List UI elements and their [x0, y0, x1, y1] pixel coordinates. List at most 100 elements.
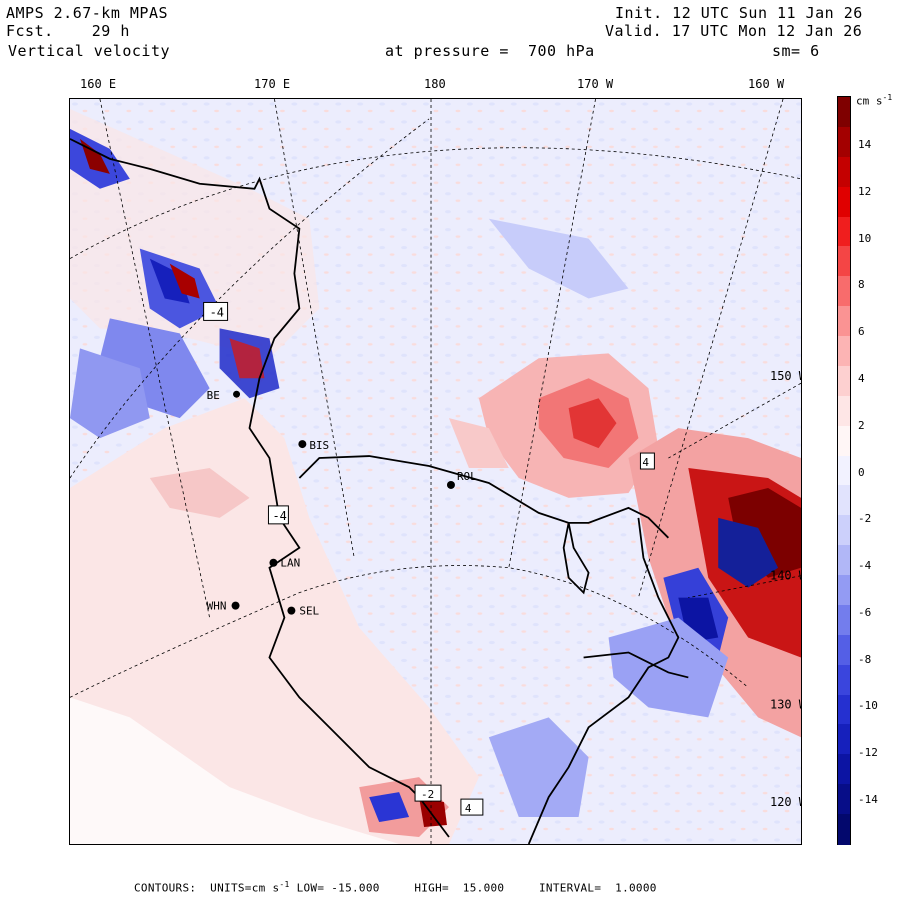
- coast-east: [527, 517, 680, 844]
- north-blue-streak: [488, 218, 629, 299]
- colorbar-segment: [838, 545, 850, 576]
- colorbar-label: -4: [858, 559, 872, 573]
- west-blue-band-3: [70, 348, 150, 439]
- forecast-hour: Fcst. 29 h: [6, 22, 130, 40]
- west-pink-zone: [70, 398, 479, 844]
- colorbar-label: -8: [858, 652, 872, 666]
- meridian-160w: [638, 99, 784, 598]
- southeast-blue: [608, 617, 729, 718]
- fcst-value: 29 h: [91, 22, 130, 40]
- colorbar-segment: [838, 664, 850, 696]
- colorbar-units: cm s-1: [856, 93, 892, 108]
- colorbar-segment: [838, 216, 850, 247]
- colorbar-segment: [838, 156, 850, 188]
- coastline: [70, 138, 689, 844]
- high-value: 15.000: [462, 881, 505, 895]
- graticule: [70, 99, 801, 844]
- colorbar-segment: [838, 694, 850, 726]
- station-bis: BIS: [309, 439, 329, 452]
- box-3-label: -2: [421, 788, 434, 801]
- parallel-150w: [668, 382, 801, 459]
- coast-west: [70, 138, 450, 838]
- box-1: [203, 301, 229, 321]
- colorbar-segment: [838, 246, 850, 277]
- box-4: [460, 798, 484, 816]
- ross-ice-front: [298, 455, 669, 539]
- northwest-pink: [70, 108, 320, 359]
- colorbar-segment: [838, 515, 850, 546]
- colorbar-segment: [838, 425, 850, 457]
- colorbar-segment: [838, 634, 850, 666]
- colorbar-segment: [838, 336, 850, 367]
- colorbar-segment: [838, 724, 850, 755]
- colorbar-segment: [838, 395, 850, 427]
- graticule-arc-middle: [70, 565, 749, 698]
- interior-ridge: [583, 651, 689, 679]
- south-blue: [488, 717, 589, 818]
- low-value: -15.000: [331, 881, 380, 895]
- colorbar-label: 4: [858, 371, 865, 385]
- station-rol-dot: [446, 480, 455, 489]
- lon-tick-170e: 170 E: [254, 77, 291, 91]
- station-sel: SEL: [299, 605, 319, 618]
- station-whn: WHN: [207, 600, 227, 613]
- field-name: Vertical velocity: [8, 42, 171, 60]
- east-core-blue: [718, 517, 779, 588]
- colorbar-segment: [838, 784, 850, 815]
- meridian-160e: [99, 99, 211, 618]
- init-time: Init. 12 UTC Sun 11 Jan 26: [615, 4, 863, 22]
- meridian-170w: [508, 99, 596, 568]
- colorbar-segment: [838, 455, 850, 487]
- colorbar-label: -2: [858, 512, 872, 526]
- box-2-label: -4: [272, 509, 286, 523]
- station-rol: ROL: [457, 470, 477, 483]
- colorbar-segment: [838, 814, 850, 845]
- graticule-arc-outer: [70, 118, 430, 479]
- model-title: AMPS 2.67-km MPAS: [6, 4, 169, 22]
- interval-value: 1.0000: [615, 881, 657, 895]
- west-pink-blob: [149, 468, 250, 518]
- colorbar-label: -14: [858, 793, 878, 806]
- lon-tick-160w: 160 W: [748, 77, 785, 91]
- south-red-core: [419, 797, 447, 828]
- colorbar-label: 6: [858, 325, 865, 339]
- valid-time: Valid. 17 UTC Mon 12 Jan 26: [605, 22, 863, 40]
- colorbar-segment: [838, 575, 850, 606]
- colorbar-segment: [838, 276, 850, 307]
- colorbar-label: 0: [858, 465, 865, 479]
- west-blue-core: [149, 258, 190, 304]
- colorbar: [837, 96, 851, 845]
- tick-120w: 120 W: [770, 795, 802, 809]
- tick-140w: 140 W: [770, 569, 802, 583]
- colorbar-segment: [838, 485, 850, 516]
- contour-info: CONTOURS: UNITS=cm s-1 LOW= -15.000 HIGH…: [134, 880, 657, 895]
- tick-150w: 150 W: [770, 369, 802, 383]
- box-1-label: -4: [210, 305, 224, 319]
- station-bis-dot: [298, 440, 307, 449]
- coast-red-cluster: [229, 338, 265, 379]
- colorbar-segment: [838, 97, 850, 128]
- graticule-arc-north: [70, 147, 801, 259]
- contours-label: CONTOURS:: [134, 881, 197, 895]
- pressure-label: at pressure =: [385, 42, 509, 60]
- box-2: [267, 505, 289, 525]
- colorbar-label: -10: [858, 699, 878, 713]
- box-5-label: 4: [642, 456, 649, 469]
- colorbar-units-exp: -1: [882, 93, 893, 102]
- units-label: UNITS=cm s: [210, 881, 280, 895]
- smoothing: sm= 6: [772, 42, 820, 60]
- roosevelt-island: [562, 522, 590, 595]
- velocity-map[interactable]: -4 -4 -2 4 4 BIS LAN WHN SEL ROL BE 150 …: [69, 98, 802, 845]
- high-label: HIGH=: [414, 881, 449, 895]
- red-blob-core: [568, 398, 617, 449]
- low-label: LOW=: [296, 881, 325, 895]
- box-5: [639, 452, 655, 470]
- mid-pink-blob: [448, 418, 509, 469]
- colorbar-label: 12: [858, 184, 872, 198]
- parallel-140w: [688, 575, 801, 599]
- station-be: BE: [207, 389, 220, 402]
- station-sel-dot: [287, 606, 296, 615]
- colorbar-segment: [838, 126, 850, 158]
- colorbar-segment: [838, 306, 850, 337]
- lon-tick-180: 180: [424, 77, 446, 91]
